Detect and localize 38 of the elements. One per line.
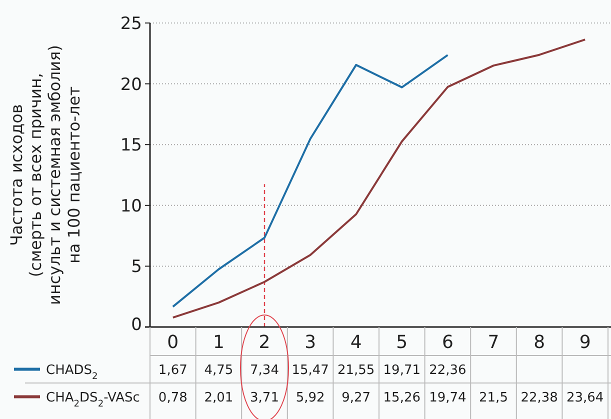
y-tick-label: 15 xyxy=(120,136,142,156)
x-tick-label: 0 xyxy=(167,332,179,354)
y-tick-label: 10 xyxy=(120,196,142,216)
x-tick-label: 6 xyxy=(442,332,454,354)
data-label: 5,92 xyxy=(296,390,325,406)
data-label: 1,67 xyxy=(158,362,188,378)
y-tick-label: 5 xyxy=(131,257,142,278)
x-tick-label: 7 xyxy=(488,332,500,354)
data-label: 15,26 xyxy=(383,390,421,406)
data-label: 7,34 xyxy=(250,362,279,378)
data-label: 9,27 xyxy=(342,390,371,406)
x-tick-label: 3 xyxy=(304,332,316,354)
line-series xyxy=(172,54,449,308)
data-label: 23,64 xyxy=(566,390,604,406)
data-label: 19,74 xyxy=(429,390,466,406)
x-tick-label: 4 xyxy=(350,332,362,354)
data-label: 3,71 xyxy=(250,390,279,406)
y-tick-label: 25 xyxy=(120,14,142,34)
x-tick-label: 8 xyxy=(534,332,546,354)
data-label: 21,55 xyxy=(337,362,375,378)
y-tick-label: 0 xyxy=(131,314,142,335)
line-series xyxy=(172,38,586,319)
x-tick-label: 1 xyxy=(212,332,224,354)
y-axis-title: Частота исходов (смерть от всех причин, инсульт и системная эмболия) на 100 пациенто-лет xyxy=(6,45,84,305)
data-label: 21,5 xyxy=(479,390,508,406)
x-tick-label: 9 xyxy=(579,332,591,354)
data-label: 22,36 xyxy=(429,362,466,378)
y-tick-label: 20 xyxy=(120,74,142,95)
data-label: 2,01 xyxy=(204,390,234,406)
legend-label: CHADS$_{2}$ xyxy=(46,362,98,382)
x-tick-label: 5 xyxy=(396,332,408,354)
data-label: 19,71 xyxy=(383,362,421,378)
data-label: 22,38 xyxy=(520,390,558,406)
legend-label: CHA$_{2}$DS$_{2}$-VASc xyxy=(46,390,140,410)
data-label: 15,47 xyxy=(292,362,329,378)
data-label: 4,75 xyxy=(204,362,234,378)
data-label: 0,78 xyxy=(158,390,188,406)
x-tick-label: 2 xyxy=(258,332,270,354)
